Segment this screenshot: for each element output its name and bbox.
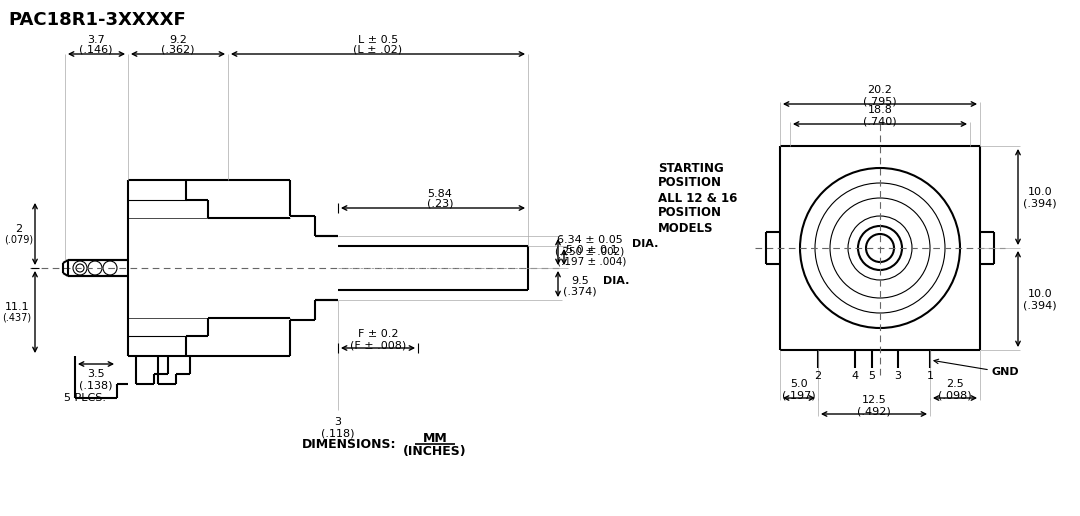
Text: L ± 0.5: L ± 0.5 xyxy=(357,35,399,45)
Text: DIA.: DIA. xyxy=(632,239,658,249)
Text: 3: 3 xyxy=(894,371,902,381)
Text: 20.2: 20.2 xyxy=(867,85,892,95)
Text: PAC18R1-3XXXXF: PAC18R1-3XXXXF xyxy=(8,11,186,29)
Text: 6.34 ± 0.05: 6.34 ± 0.05 xyxy=(557,235,623,245)
Text: (.795): (.795) xyxy=(863,96,896,106)
Text: 1: 1 xyxy=(927,371,933,381)
Text: 5.0: 5.0 xyxy=(791,379,808,389)
Text: (.394): (.394) xyxy=(1023,300,1057,310)
Text: 5 PLCS.: 5 PLCS. xyxy=(64,393,106,403)
Text: (INCHES): (INCHES) xyxy=(403,445,467,459)
Text: (.437): (.437) xyxy=(2,313,31,323)
Text: (.138): (.138) xyxy=(79,380,112,390)
Text: 2: 2 xyxy=(814,371,822,381)
Text: (.197 ± .004): (.197 ± .004) xyxy=(557,257,626,267)
Text: 5.84: 5.84 xyxy=(428,189,453,199)
Text: (.079): (.079) xyxy=(4,235,33,245)
Text: 18.8: 18.8 xyxy=(867,105,892,115)
Text: (.250 ± .002): (.250 ± .002) xyxy=(555,246,624,256)
Text: (.146): (.146) xyxy=(79,45,112,55)
Text: 3.5: 3.5 xyxy=(87,369,105,379)
Text: 9.5: 9.5 xyxy=(571,276,589,286)
Text: (.098): (.098) xyxy=(939,390,972,400)
Text: (.740): (.740) xyxy=(863,116,896,126)
Text: GND: GND xyxy=(993,367,1020,377)
Text: 4: 4 xyxy=(851,371,859,381)
Text: (.394): (.394) xyxy=(1023,198,1057,208)
Text: 10.0: 10.0 xyxy=(1028,289,1052,299)
Text: MM: MM xyxy=(422,431,447,444)
Text: (.492): (.492) xyxy=(858,406,891,416)
Text: (L ± .02): (L ± .02) xyxy=(353,45,403,55)
Text: 2: 2 xyxy=(15,224,23,234)
Text: (.197): (.197) xyxy=(782,390,815,400)
Text: 11.1: 11.1 xyxy=(4,302,29,312)
Text: 10.0: 10.0 xyxy=(1028,187,1052,197)
Text: 3: 3 xyxy=(335,417,341,427)
Text: STARTING
POSITION
ALL 12 & 16
POSITION
MODELS: STARTING POSITION ALL 12 & 16 POSITION M… xyxy=(658,162,738,234)
Text: (.374): (.374) xyxy=(563,287,597,297)
Text: DIMENSIONS:: DIMENSIONS: xyxy=(302,438,396,450)
Text: (F ± .008): (F ± .008) xyxy=(350,340,406,350)
Text: 5.0 ± 0.1: 5.0 ± 0.1 xyxy=(566,245,618,255)
Text: 5: 5 xyxy=(868,371,876,381)
Text: DIA.: DIA. xyxy=(603,276,630,286)
Text: (.23): (.23) xyxy=(427,199,454,209)
Text: (.362): (.362) xyxy=(161,45,194,55)
Text: (.118): (.118) xyxy=(321,429,354,439)
Text: 9.2: 9.2 xyxy=(170,35,187,45)
Text: 12.5: 12.5 xyxy=(862,395,887,405)
Text: 3.7: 3.7 xyxy=(87,35,105,45)
Text: F ± 0.2: F ± 0.2 xyxy=(357,329,399,339)
Text: 2.5: 2.5 xyxy=(946,379,963,389)
